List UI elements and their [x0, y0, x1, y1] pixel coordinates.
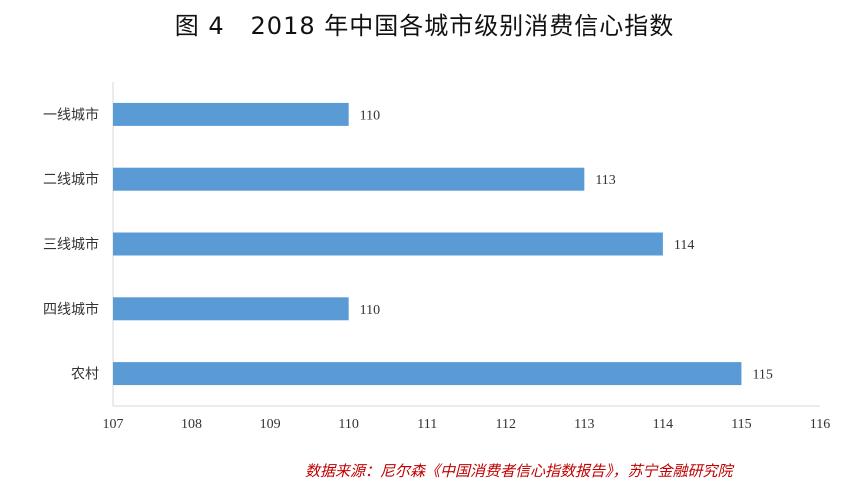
- x-tick-label: 113: [574, 417, 594, 432]
- x-tick-label: 108: [181, 417, 202, 432]
- x-tick-label: 114: [653, 417, 673, 432]
- bar: [113, 362, 742, 386]
- data-label: 114: [674, 238, 694, 253]
- category-label: 四线城市: [43, 301, 99, 318]
- data-label: 113: [595, 173, 615, 188]
- data-label: 110: [360, 108, 380, 123]
- data-label: 115: [752, 368, 772, 383]
- category-label: 一线城市: [43, 106, 99, 123]
- category-label: 二线城市: [43, 171, 99, 188]
- category-label: 农村: [71, 367, 99, 383]
- chart-title: 图 4 2018 年中国各城市级别消费信心指数: [174, 12, 675, 40]
- x-tick-label: 109: [260, 417, 281, 432]
- bar: [113, 102, 349, 126]
- x-tick-label: 115: [731, 417, 751, 432]
- chart-labels: 一线城市 110 二线城市 113 三线城市 114 四线城市 110 农村 115: [43, 106, 773, 382]
- bar: [113, 297, 349, 321]
- chart-bars: [113, 102, 742, 386]
- x-tick-label: 110: [338, 417, 358, 432]
- data-label: 110: [360, 303, 380, 318]
- x-tick-label: 107: [103, 417, 124, 432]
- x-tick-label: 111: [417, 417, 437, 432]
- category-label: 三线城市: [43, 236, 99, 253]
- x-tick-label: 112: [496, 417, 516, 432]
- x-tick-label: 116: [810, 417, 830, 432]
- bar: [113, 167, 585, 191]
- bar: [113, 232, 663, 256]
- source-note: 数据来源：尼尔森《中国消费者信心指数报告》，苏宁金融研究院: [305, 462, 733, 480]
